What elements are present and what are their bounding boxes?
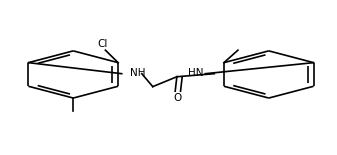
- Text: HN: HN: [188, 68, 204, 78]
- Text: O: O: [174, 93, 182, 103]
- Text: Cl: Cl: [97, 39, 107, 49]
- Text: NH: NH: [130, 68, 146, 78]
